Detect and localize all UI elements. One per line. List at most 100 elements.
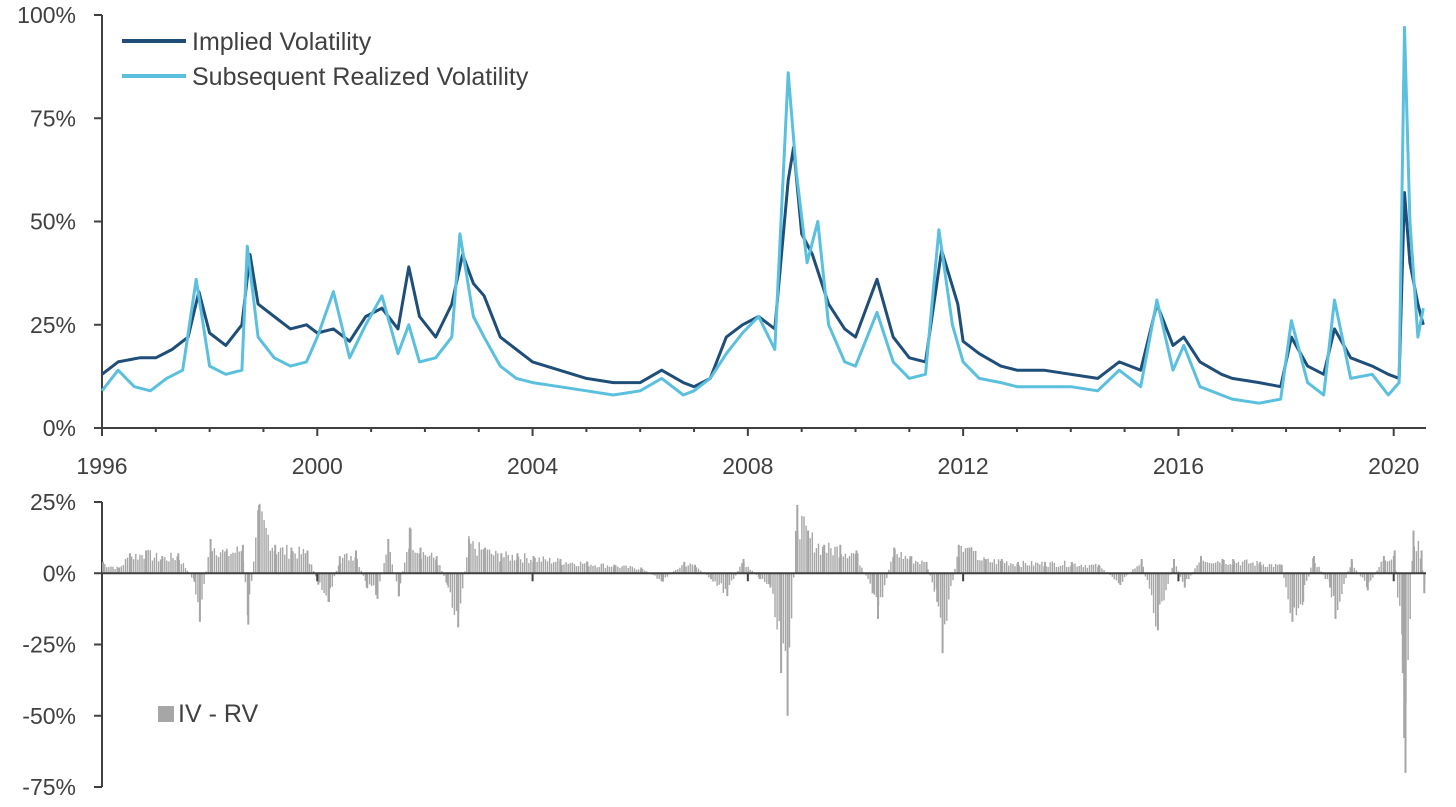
iv-rv-bar [691,564,693,574]
iv-rv-bar [1051,561,1053,574]
iv-rv-bar [1289,573,1291,614]
iv-rv-bar [1378,567,1380,574]
iv-rv-bar [1099,565,1101,574]
iv-rv-bar [927,569,929,574]
top-x-tick-label: 2008 [722,453,773,479]
iv-rv-bar [929,573,931,576]
top-x-tick-label: 2004 [507,453,558,479]
iv-rv-bar [1119,573,1122,585]
iv-rv-bar [1012,564,1014,574]
iv-rv-bar [238,551,240,574]
iv-rv-bar [565,562,567,574]
iv-rv-bar [211,551,213,574]
iv-rv-bar [445,573,447,583]
iv-rv-bar [462,573,464,589]
iv-rv-bar [575,566,578,574]
iv-rv-bar [991,562,993,574]
bottom-y-tick-label: -75% [22,774,76,800]
iv-rv-bar [419,547,422,574]
iv-rv-bar [528,563,530,574]
iv-rv-bar [1241,561,1244,574]
iv-rv-bar [948,573,950,600]
iv-rv-bar [1266,566,1269,574]
iv-rv-bar [313,571,315,574]
iv-rv-bar [1215,562,1217,574]
iv-rv-bar [331,573,333,587]
iv-rv-bar [1204,561,1206,574]
iv-rv-bar [182,563,185,574]
iv-rv-bar [505,551,507,574]
iv-rv-bar [1039,564,1041,574]
iv-rv-bar [232,552,234,574]
iv-rv-bar [139,554,141,574]
iv-rv-bar [356,558,358,574]
iv-rv-bar [1334,573,1337,619]
iv-rv-bar [1017,561,1019,574]
iv-rv-bar [784,573,787,651]
iv-rv-bar [1297,573,1300,609]
iv-rv-bar [687,565,689,574]
iv-rv-bar [1186,573,1188,579]
iv-rv-bar [1202,560,1204,574]
iv-rv-bar [1024,563,1027,574]
iv-rv-bar [1229,564,1231,574]
iv-rv-bar [519,559,522,574]
iv-rv-bar [385,554,387,574]
iv-rv-bar [137,559,139,574]
iv-rv-bar [809,538,811,574]
iv-rv-bar [553,562,555,574]
iv-rv-bar [1134,568,1136,574]
bottom-panel: -75% -50% -25% 0% 25% IV - RV [22,489,1426,800]
iv-rv-bar [615,565,617,574]
iv-rv-bar [424,555,427,574]
iv-rv-bar [600,563,602,574]
iv-rv-bar [1124,573,1126,578]
iv-rv-bar [198,573,201,622]
iv-rv-bar [522,562,524,574]
iv-rv-bar [373,573,375,586]
iv-rv-bar [925,561,928,574]
iv-rv-bar [497,553,499,574]
iv-rv-bar [964,548,967,574]
iv-rv-bar [629,565,631,574]
iv-rv-bar [507,555,509,574]
iv-rv-bar [1359,573,1362,577]
iv-rv-bar [261,511,263,574]
legend-swatch [158,706,174,722]
iv-rv-bar [588,566,590,574]
iv-rv-bar [1212,563,1215,574]
iv-rv-bar [1076,566,1078,574]
iv-rv-bar [480,549,482,574]
iv-rv-bar [865,573,867,576]
iv-rv-bar [1190,573,1192,576]
iv-rv-bar [830,548,832,574]
iv-rv-bar [573,563,576,574]
iv-rv-bar [325,573,327,596]
iv-rv-bar [350,555,352,574]
iv-rv-bar [328,573,330,602]
iv-rv-bar [1272,567,1275,574]
iv-rv-bar [1179,573,1182,577]
iv-rv-bar [526,558,528,574]
iv-rv-bar [446,573,449,585]
iv-rv-bar [284,554,286,574]
iv-rv-bar [1235,563,1238,574]
iv-rv-bar [685,566,687,574]
iv-rv-bar [993,559,995,574]
iv-rv-bar [1330,573,1333,598]
iv-rv-bar [786,573,789,716]
iv-rv-bar [1167,573,1169,584]
iv-rv-bar [823,544,826,574]
iv-rv-bar [921,560,923,574]
iv-rv-bar [778,573,780,622]
iv-rv-bar [1152,573,1155,613]
iv-rv-bar [222,549,224,574]
iv-rv-bar [1404,573,1407,773]
iv-rv-bar [970,547,973,574]
iv-rv-bar [853,553,855,574]
iv-rv-bar [439,565,441,574]
iv-rv-bar [191,573,193,578]
iv-rv-bar [881,573,884,598]
iv-rv-bar [443,573,445,576]
iv-rv-bar [712,573,714,582]
